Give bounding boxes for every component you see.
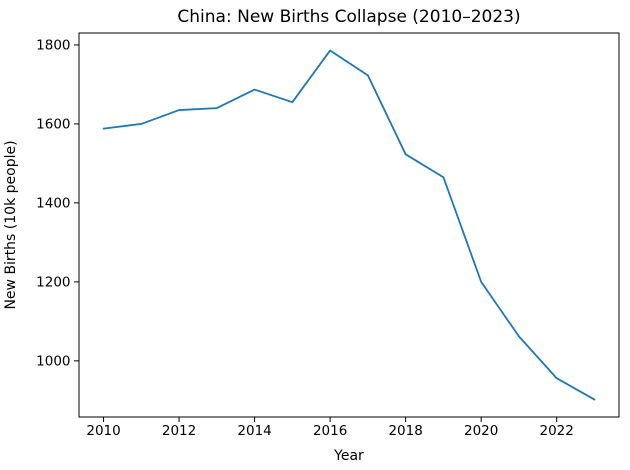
y-tick-label: 1000 bbox=[36, 353, 70, 369]
x-tick-label: 2018 bbox=[388, 423, 422, 439]
plot-border bbox=[78, 32, 620, 418]
x-tick-label: 2012 bbox=[162, 423, 196, 439]
data-line bbox=[102, 49, 596, 401]
y-axis-label: New Births (10k people) bbox=[3, 140, 19, 309]
chart-title: China: New Births Collapse (2010–2023) bbox=[177, 7, 520, 27]
x-tick-label: 2010 bbox=[86, 423, 120, 439]
plot-area: 2010 2012 2014 2016 2018 2020 2022 1000 1200 1400… bbox=[36, 32, 620, 439]
x-tick-label: 2014 bbox=[237, 423, 271, 439]
y-tick-label: 1600 bbox=[36, 116, 70, 132]
x-tick-label: 2016 bbox=[313, 423, 347, 439]
x-axis-label: Year bbox=[333, 448, 364, 464]
y-tick-label: 1400 bbox=[36, 195, 70, 211]
x-tick-label: 2020 bbox=[464, 423, 498, 439]
x-tick-label: 2022 bbox=[540, 423, 574, 439]
y-tick-label: 1200 bbox=[36, 274, 70, 290]
y-tick-label: 1800 bbox=[36, 37, 70, 53]
